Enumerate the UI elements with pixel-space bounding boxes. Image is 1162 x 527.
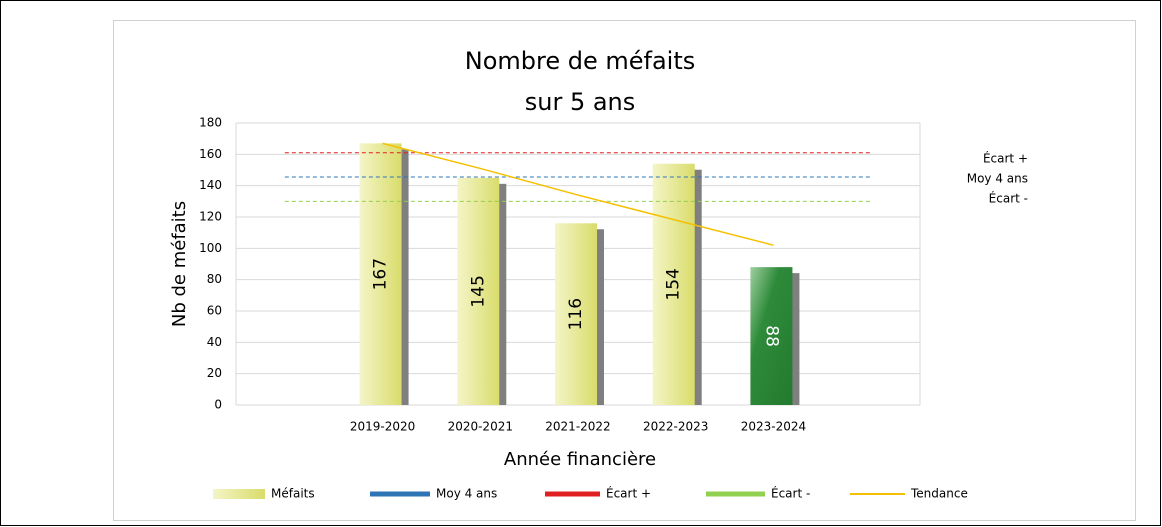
x-tick-label: 2021-2022 bbox=[545, 420, 610, 434]
right-label: Écart - bbox=[989, 191, 1028, 206]
y-tick-label: 0 bbox=[214, 398, 222, 412]
line-series bbox=[382, 142, 774, 246]
data-label: 154 bbox=[664, 268, 684, 300]
right-label: Moy 4 ans bbox=[967, 172, 1028, 186]
legend-label: Tendance bbox=[910, 487, 968, 501]
x-tick-label: 2022-2023 bbox=[643, 420, 708, 434]
y-tick-label: 140 bbox=[199, 178, 222, 192]
bar bbox=[457, 177, 500, 405]
x-tick-label: 2023-2024 bbox=[741, 420, 806, 434]
legend-label: Méfaits bbox=[271, 487, 315, 501]
y-tick-label: 20 bbox=[207, 366, 222, 380]
y-tick-label: 160 bbox=[199, 147, 222, 161]
x-tick-label: 2020-2021 bbox=[448, 420, 513, 434]
right-label: Écart + bbox=[983, 151, 1028, 166]
bar bbox=[750, 267, 793, 405]
bar bbox=[359, 143, 402, 405]
bar bbox=[652, 163, 695, 405]
y-tick-label: 40 bbox=[207, 335, 222, 349]
chart-title: sur 5 ans bbox=[525, 88, 636, 116]
y-tick-label: 120 bbox=[199, 210, 222, 224]
legend-swatch bbox=[213, 489, 265, 499]
data-label: 145 bbox=[468, 275, 488, 307]
legend-label: Écart + bbox=[606, 486, 651, 501]
x-tick-label: 2019-2020 bbox=[350, 420, 415, 434]
chart-title: Nombre de méfaits bbox=[465, 47, 696, 75]
y-tick-label: 180 bbox=[199, 116, 222, 130]
legend-label: Moy 4 ans bbox=[436, 487, 497, 501]
y-tick-label: 60 bbox=[207, 304, 222, 318]
chart-area bbox=[113, 20, 1136, 521]
data-label: 88 bbox=[761, 325, 781, 347]
x-axis-label: Année financière bbox=[504, 449, 656, 470]
bar bbox=[555, 223, 597, 405]
data-label: 116 bbox=[566, 298, 586, 330]
legend-label: Écart - bbox=[771, 486, 810, 501]
data-label: 167 bbox=[371, 258, 391, 290]
y-tick-label: 80 bbox=[207, 272, 222, 286]
y-tick-label: 100 bbox=[199, 241, 222, 255]
y-axis-label: Nb de méfaits bbox=[169, 201, 190, 327]
